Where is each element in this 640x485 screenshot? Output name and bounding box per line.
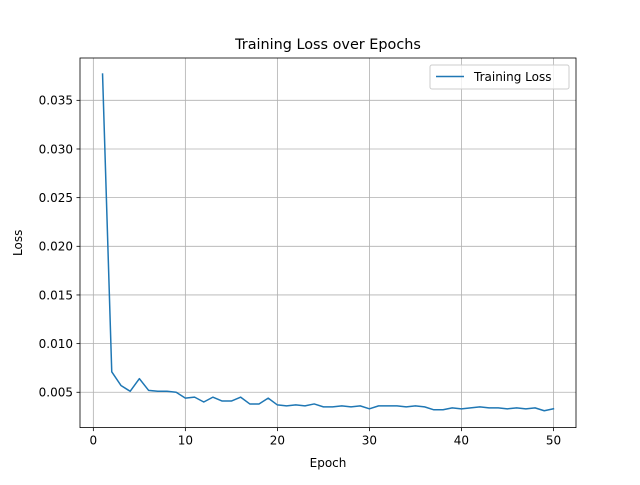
y-tick-label: 0.015 — [39, 288, 73, 302]
y-tick-label: 0.020 — [39, 240, 73, 254]
x-tick-label: 20 — [270, 434, 285, 448]
x-tick-label: 30 — [362, 434, 377, 448]
y-tick-label: 0.010 — [39, 337, 73, 351]
grid-lines — [80, 58, 576, 428]
x-tick-label: 0 — [90, 434, 98, 448]
x-axis-label: Epoch — [310, 456, 347, 470]
y-tick-label: 0.025 — [39, 191, 73, 205]
series-line-training-loss — [101, 73, 555, 412]
legend-box — [429, 64, 570, 90]
y-tick-label: 0.030 — [39, 142, 73, 156]
tick-layer: 0 10 20 30 40 50 0.005 0.010 0.015 0.020 0.025 0.03… — [39, 94, 561, 448]
legend-label-training-loss: Training Loss — [473, 70, 551, 84]
y-tick-label: 0.005 — [39, 386, 73, 400]
y-tick-label: 0.035 — [39, 94, 73, 108]
x-tick-label: 40 — [454, 434, 469, 448]
x-tick-label: 50 — [546, 434, 561, 448]
y-axis-label: Loss — [11, 230, 25, 256]
x-tick-label: 10 — [178, 434, 193, 448]
legend: Training Loss — [429, 64, 570, 90]
series-layer — [101, 73, 555, 412]
axes-frame — [79, 57, 577, 429]
chart-title: Training Loss over Epochs — [234, 37, 421, 53]
